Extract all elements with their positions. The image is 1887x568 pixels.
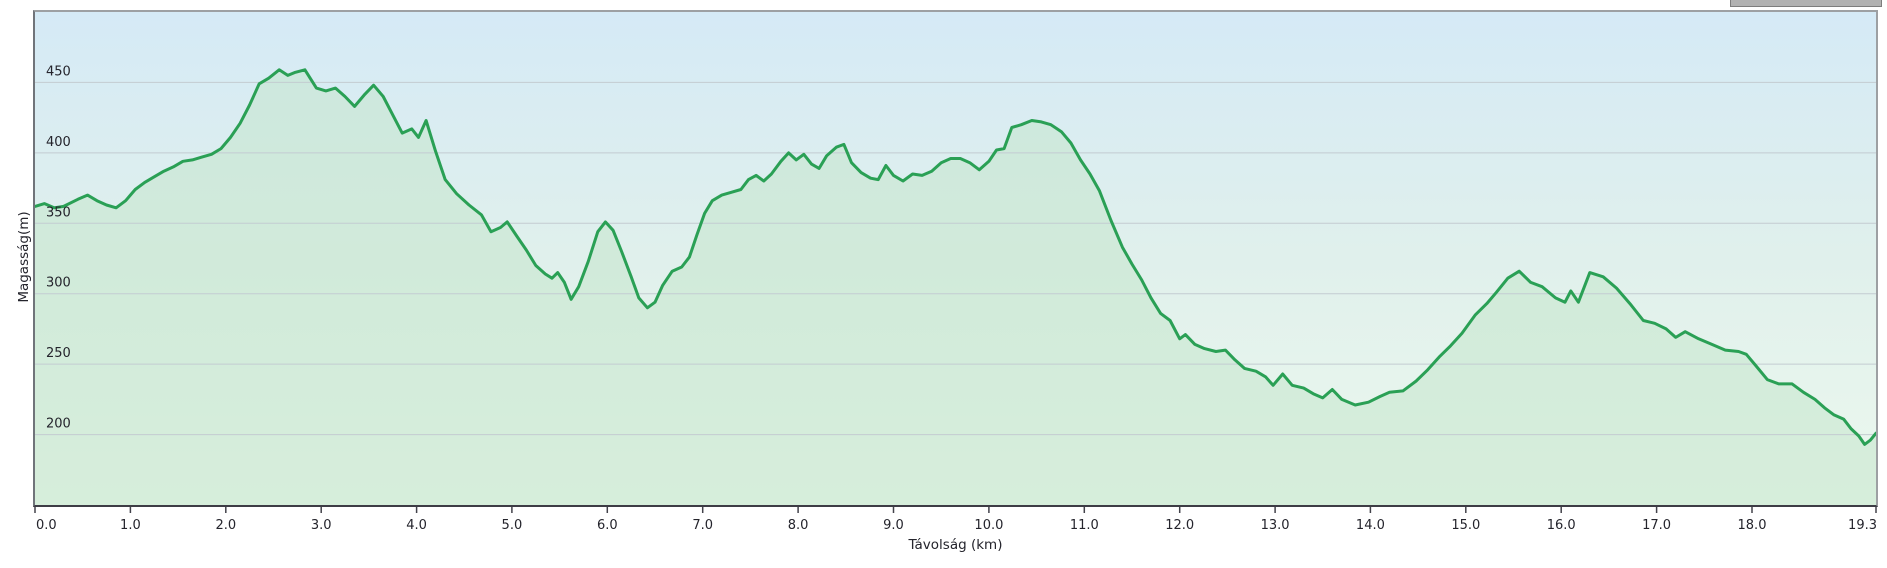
x-tick-label: 17.0 xyxy=(1642,518,1671,533)
y-axis-title: Magasság(m) xyxy=(16,211,32,303)
x-tick-label: 9.0 xyxy=(883,518,904,533)
x-tick-label: 2.0 xyxy=(215,518,236,533)
y-tick-label: 300 xyxy=(46,276,71,291)
x-axis-title: Távolság (km) xyxy=(908,537,1003,553)
x-tick-label: 12.0 xyxy=(1165,518,1194,533)
chart-panel: 200 250 300 350 400 450 xyxy=(33,10,1878,507)
x-tick-label: 10.0 xyxy=(974,518,1003,533)
x-tick-label: 5.0 xyxy=(502,518,523,533)
x-tick-label: 19.3 xyxy=(1848,518,1877,533)
elevation-area xyxy=(35,69,1876,505)
y-tick-label: 400 xyxy=(46,135,71,150)
elevation-line xyxy=(35,68,1876,446)
x-tick-label: 8.0 xyxy=(788,518,809,533)
x-axis: 0.0 1.0 2.0 3.0 4.0 5.0 6.0 7.0 8.0 9.0 10.0 11.0 12… xyxy=(34,507,1877,533)
x-tick-label: 3.0 xyxy=(311,518,332,533)
y-tick-label: 250 xyxy=(46,346,71,361)
x-tick-label: 4.0 xyxy=(406,518,427,533)
x-tick-label: 15.0 xyxy=(1451,518,1480,533)
x-tick-label: 0.0 xyxy=(36,518,57,533)
y-tick-label: 200 xyxy=(46,417,71,432)
x-tick-label: 1.0 xyxy=(120,518,141,533)
elevation-chart: 200 250 300 350 400 450 xyxy=(35,12,1876,505)
x-tick-label: 7.0 xyxy=(692,518,713,533)
x-tick-label: 14.0 xyxy=(1356,518,1385,533)
y-tick-label: 350 xyxy=(46,205,71,220)
x-tick-label: 16.0 xyxy=(1547,518,1576,533)
x-tick-label: 6.0 xyxy=(597,518,618,533)
x-tick-label: 13.0 xyxy=(1261,518,1290,533)
y-tick-label: 450 xyxy=(46,64,71,79)
truncated-button[interactable] xyxy=(1730,0,1882,7)
x-tick-label: 18.0 xyxy=(1738,518,1767,533)
x-tick-label: 11.0 xyxy=(1070,518,1099,533)
